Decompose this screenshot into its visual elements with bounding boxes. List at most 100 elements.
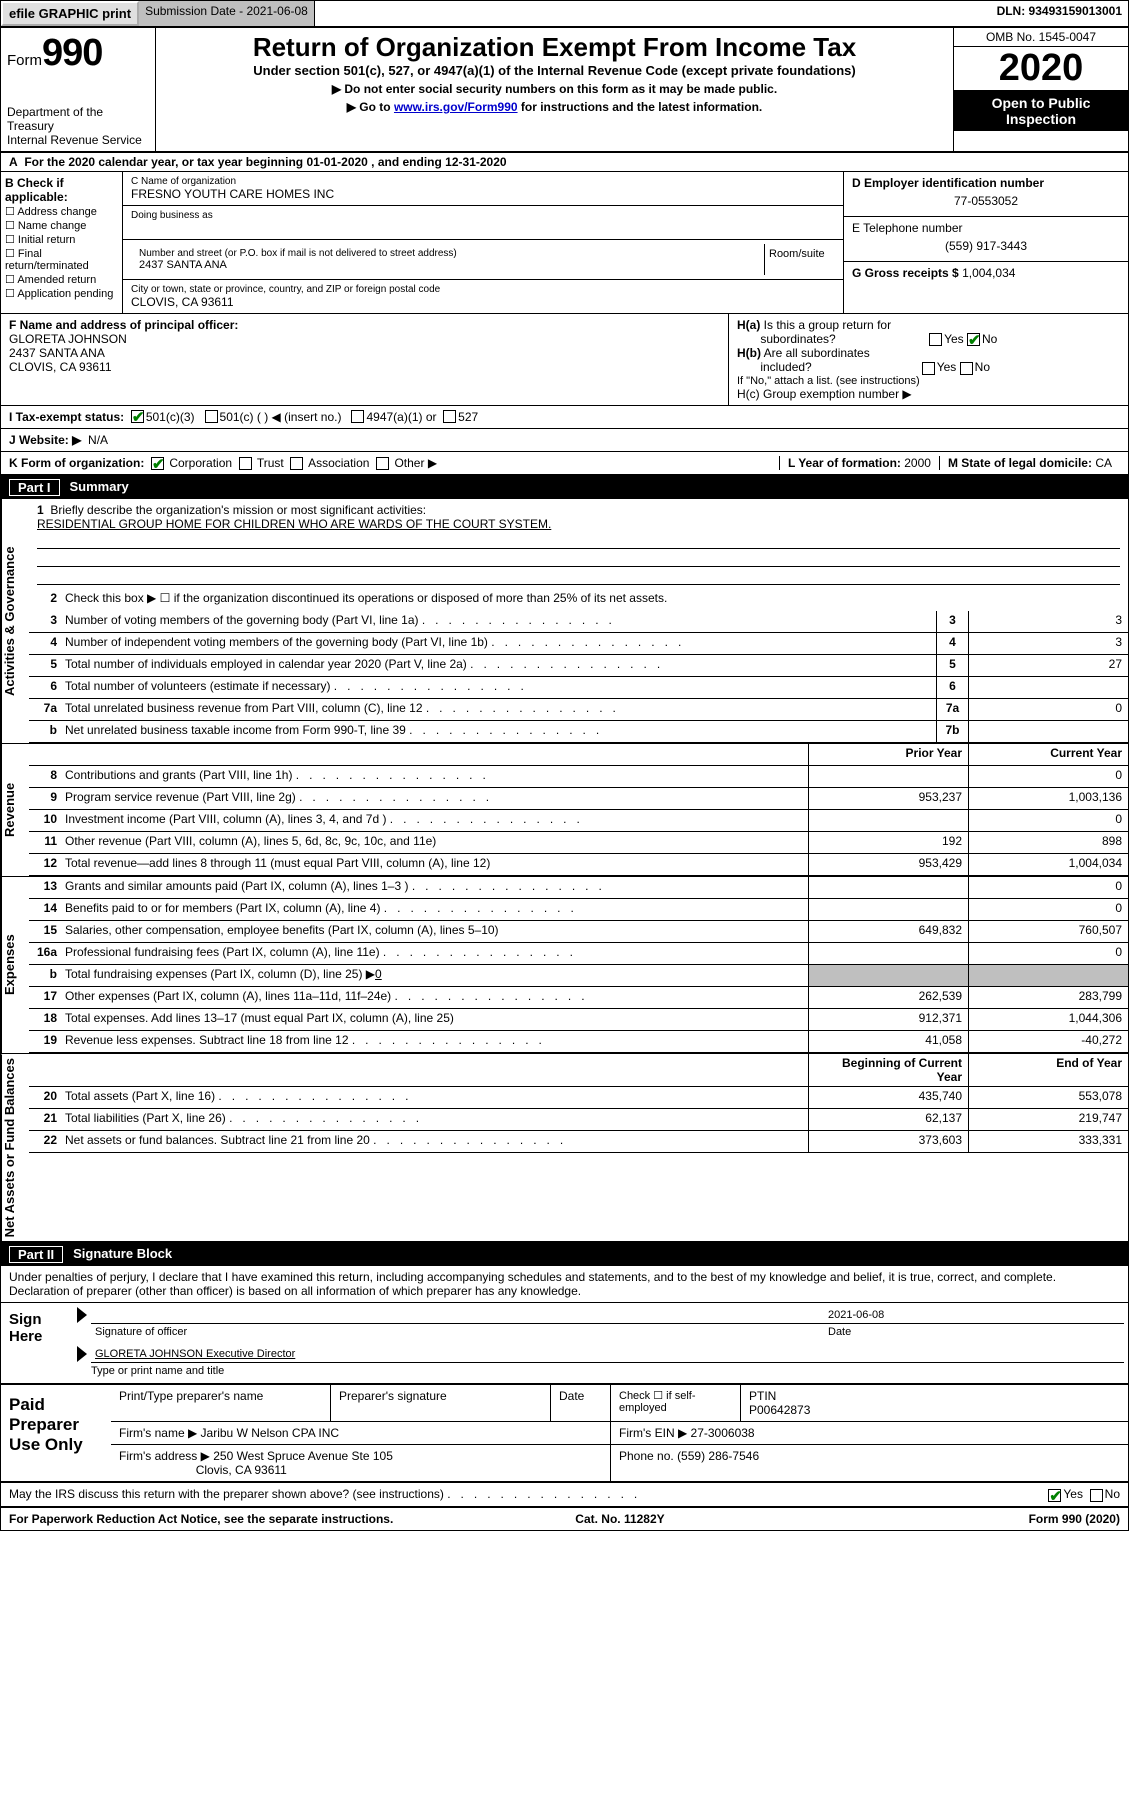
line18-py: 912,371 [808, 1009, 968, 1030]
line11-cy: 898 [968, 832, 1128, 853]
cat-no: Cat. No. 11282Y [575, 1512, 664, 1526]
submission-date: Submission Date - 2021-06-08 [139, 1, 315, 26]
section-f-h: F Name and address of principal officer:… [1, 314, 1128, 406]
part1-header: Part ISummary [1, 476, 1128, 499]
side-label-rev: Revenue [1, 744, 29, 876]
expenses-section: Expenses 13Grants and similar amounts pa… [1, 877, 1128, 1054]
check-other[interactable] [376, 457, 389, 470]
officer-name: GLORETA JOHNSON [9, 332, 720, 346]
perjury-statement: Under penalties of perjury, I declare th… [1, 1266, 1128, 1303]
line5-val: 27 [968, 655, 1128, 676]
form-subtitle: Under section 501(c), 527, or 4947(a)(1)… [164, 63, 945, 78]
city: CLOVIS, CA 93611 [131, 295, 835, 309]
line4-val: 3 [968, 633, 1128, 654]
sign-date: 2021-06-08 [824, 1307, 1124, 1323]
form-header: Form990 Department of the Treasury Inter… [1, 28, 1128, 153]
line12-py: 953,429 [808, 854, 968, 875]
check-assoc[interactable] [290, 457, 303, 470]
check-amended[interactable]: ☐ Amended return [5, 273, 118, 286]
line10-cy: 0 [968, 810, 1128, 831]
line6-val [968, 677, 1128, 698]
tax-year: 2020 [954, 47, 1128, 91]
line11-py: 192 [808, 832, 968, 853]
check-4947[interactable] [351, 410, 364, 423]
line17-py: 262,539 [808, 987, 968, 1008]
paid-preparer: Paid Preparer Use Only Print/Type prepar… [1, 1385, 1128, 1483]
check-app-pending[interactable]: ☐ Application pending [5, 287, 118, 300]
officer-signed: GLORETA JOHNSON Executive Director [91, 1346, 1124, 1362]
line18-cy: 1,044,306 [968, 1009, 1128, 1030]
section-bcd: B Check if applicable: ☐ Address change … [1, 172, 1128, 314]
check-corp[interactable] [151, 457, 164, 470]
line16a-cy: 0 [968, 943, 1128, 964]
website: N/A [88, 433, 108, 447]
check-final-return[interactable]: ☐ Final return/terminated [5, 247, 118, 272]
line21-boy: 62,137 [808, 1109, 968, 1130]
discuss-row: May the IRS discuss this return with the… [1, 1483, 1128, 1507]
form-number: Form990 [7, 32, 149, 75]
row-klm: K Form of organization: Corporation Trus… [1, 452, 1128, 476]
check-address-change[interactable]: ☐ Address change [5, 205, 118, 218]
irs-link[interactable]: www.irs.gov/Form990 [394, 100, 518, 114]
check-initial-return[interactable]: ☐ Initial return [5, 233, 118, 246]
check-527[interactable] [443, 410, 456, 423]
ha-no[interactable] [967, 333, 980, 346]
form-title: Return of Organization Exempt From Incom… [164, 32, 945, 63]
line9-cy: 1,003,136 [968, 788, 1128, 809]
line22-boy: 373,603 [808, 1131, 968, 1152]
firm-phone: (559) 286-7546 [677, 1449, 759, 1463]
dln: DLN: 93493159013001 [991, 1, 1128, 26]
triangle-icon [77, 1346, 87, 1362]
line16b-val: 0 [375, 967, 382, 981]
row-j-website: J Website: ▶ N/A [1, 429, 1128, 452]
year-formation: 2000 [904, 456, 931, 470]
check-501c[interactable] [205, 410, 218, 423]
hb-no[interactable] [960, 362, 973, 375]
line22-eoy: 333,331 [968, 1131, 1128, 1152]
gross-receipts: 1,004,034 [962, 266, 1015, 280]
efile-print-button[interactable]: efile GRAPHIC print [1, 1, 139, 26]
sign-here: Sign Here 2021-06-08 Signature of office… [1, 1303, 1128, 1385]
activities-governance: Activities & Governance 1 Briefly descri… [1, 499, 1128, 744]
box-b: B Check if applicable: ☐ Address change … [1, 172, 123, 313]
box-d-e-g: D Employer identification number77-05530… [843, 172, 1128, 313]
netassets-section: Net Assets or Fund Balances Beginning of… [1, 1054, 1128, 1243]
line17-cy: 283,799 [968, 987, 1128, 1008]
line7b-val [968, 721, 1128, 742]
telephone: (559) 917-3443 [852, 235, 1120, 257]
org-name: FRESNO YOUTH CARE HOMES INC [131, 187, 835, 201]
mission-text: RESIDENTIAL GROUP HOME FOR CHILDREN WHO … [37, 517, 1120, 531]
line8-cy: 0 [968, 766, 1128, 787]
discuss-no[interactable] [1090, 1489, 1103, 1502]
firm-name: Jaribu W Nelson CPA INC [201, 1426, 340, 1440]
hb-yes[interactable] [922, 362, 935, 375]
check-501c3[interactable] [131, 410, 144, 423]
goto-link-line: ▶ Go to www.irs.gov/Form990 for instruct… [164, 100, 945, 114]
line20-boy: 435,740 [808, 1087, 968, 1108]
dept-treasury: Department of the Treasury Internal Reve… [7, 105, 149, 147]
ptin: P00642873 [749, 1403, 810, 1417]
line19-py: 41,058 [808, 1031, 968, 1052]
check-trust[interactable] [239, 457, 252, 470]
side-label-ag: Activities & Governance [1, 499, 29, 743]
line9-py: 953,237 [808, 788, 968, 809]
line20-eoy: 553,078 [968, 1087, 1128, 1108]
line7a-val: 0 [968, 699, 1128, 720]
omb-number: OMB No. 1545-0047 [954, 28, 1128, 47]
side-label-na: Net Assets or Fund Balances [1, 1054, 29, 1241]
ein: 77-0553052 [852, 190, 1120, 212]
revenue-section: Revenue Prior YearCurrent Year 8Contribu… [1, 744, 1128, 877]
line3-val: 3 [968, 611, 1128, 632]
top-toolbar: efile GRAPHIC print Submission Date - 20… [0, 0, 1129, 27]
line15-cy: 760,507 [968, 921, 1128, 942]
discuss-yes[interactable] [1048, 1489, 1061, 1502]
box-c: C Name of organization FRESNO YOUTH CARE… [123, 172, 843, 313]
ha-yes[interactable] [929, 333, 942, 346]
part2-header: Part IISignature Block [1, 1243, 1128, 1266]
line21-eoy: 219,747 [968, 1109, 1128, 1130]
street: 2437 SANTA ANA [139, 259, 756, 271]
line13-cy: 0 [968, 877, 1128, 898]
check-name-change[interactable]: ☐ Name change [5, 219, 118, 232]
footer: For Paperwork Reduction Act Notice, see … [1, 1508, 1128, 1530]
side-label-exp: Expenses [1, 877, 29, 1053]
